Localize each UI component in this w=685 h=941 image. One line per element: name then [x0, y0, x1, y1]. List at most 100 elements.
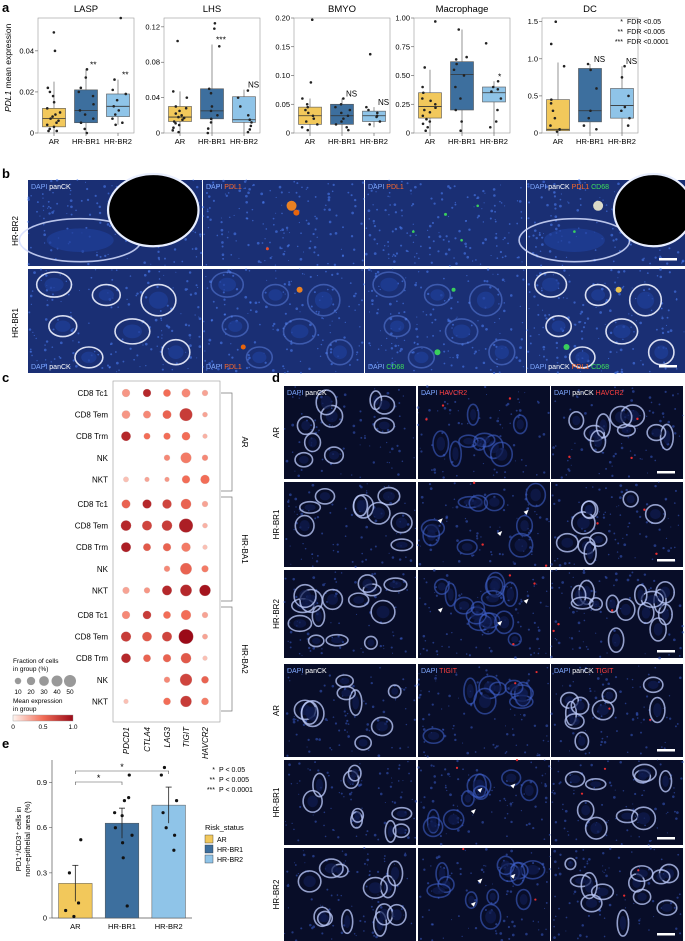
- nucleus: [438, 235, 442, 238]
- gland-structure: [628, 283, 663, 317]
- nucleus: [639, 686, 641, 688]
- nucleus: [430, 261, 433, 264]
- nucleus: [45, 270, 47, 272]
- panel-d-row-label: AR: [272, 427, 281, 438]
- nucleus: [323, 684, 326, 687]
- dot: [178, 629, 194, 645]
- nucleus: [409, 234, 412, 237]
- nucleus: [545, 358, 548, 361]
- nucleus: [606, 735, 609, 738]
- dot: [180, 695, 192, 708]
- nucleus: [84, 181, 87, 183]
- nucleus: [516, 274, 519, 277]
- nucleus: [492, 743, 495, 746]
- nucleus: [598, 580, 601, 583]
- nucleus: [577, 715, 579, 718]
- nucleus: [368, 749, 370, 751]
- gland-lumen: [148, 291, 169, 309]
- nucleus: [297, 872, 300, 875]
- data-point: [423, 66, 426, 69]
- dot: [199, 584, 211, 597]
- gland-lumen: [387, 825, 394, 838]
- nucleus: [446, 789, 448, 792]
- nucleus: [496, 419, 500, 423]
- nucleus: [521, 536, 523, 538]
- nucleus: [379, 644, 382, 648]
- gland-structure: [483, 492, 505, 512]
- nucleus: [320, 343, 323, 346]
- nucleus: [172, 287, 174, 289]
- nucleus: [579, 934, 582, 937]
- nucleus: [463, 712, 466, 715]
- channel-label-segment: DAPI: [287, 668, 303, 675]
- nucleus: [403, 914, 405, 916]
- nucleus: [437, 410, 439, 412]
- gland-lumen: [638, 768, 651, 778]
- data-point: [111, 88, 115, 92]
- nucleus: [204, 350, 206, 352]
- nucleus: [493, 343, 496, 347]
- nucleus: [557, 867, 560, 870]
- gland-lumen: [575, 877, 587, 884]
- nucleus: [504, 817, 507, 819]
- marker-spot: [444, 212, 447, 216]
- nucleus: [559, 739, 563, 743]
- nucleus: [203, 320, 205, 323]
- nucleus: [300, 512, 304, 516]
- nucleus: [466, 196, 469, 199]
- gene-label: LAG3: [163, 726, 172, 747]
- data-point: [92, 102, 95, 106]
- nucleus: [196, 286, 199, 289]
- nucleus: [605, 467, 607, 470]
- nucleus: [646, 272, 649, 274]
- nucleus: [224, 328, 227, 331]
- nucleus: [410, 780, 412, 782]
- nucleus: [413, 342, 415, 344]
- nucleus: [299, 311, 301, 313]
- nucleus: [247, 313, 249, 315]
- nucleus: [650, 455, 653, 458]
- nucleus: [227, 367, 230, 371]
- nucleus: [351, 560, 354, 563]
- gland-lumen: [352, 695, 360, 710]
- gland-lumen: [308, 437, 317, 448]
- nucleus: [313, 251, 316, 254]
- y-tick-label: 0: [156, 129, 160, 138]
- nucleus: [550, 586, 554, 589]
- nucleus: [495, 674, 498, 677]
- nucleus: [422, 858, 425, 861]
- gland-structure: [580, 500, 597, 519]
- row-label: CD8 Tc1: [77, 611, 108, 620]
- nucleus: [252, 183, 255, 187]
- gene-label: TIGIT: [182, 726, 191, 748]
- nucleus: [551, 582, 554, 585]
- marker-spot: [533, 582, 536, 585]
- nucleus: [506, 402, 510, 406]
- color-legend-title: in group: [13, 706, 37, 713]
- nucleus: [621, 286, 624, 289]
- nucleus: [96, 202, 99, 205]
- nucleus: [552, 446, 555, 449]
- nucleus: [505, 733, 509, 736]
- nucleus: [301, 273, 304, 275]
- nucleus: [298, 195, 301, 198]
- nucleus: [632, 778, 635, 781]
- nucleus: [191, 248, 194, 250]
- data-point: [54, 113, 57, 116]
- nucleus: [580, 330, 584, 333]
- nucleus: [442, 728, 445, 731]
- micrograph-tile: DAPI PDL1: [364, 179, 526, 267]
- nucleus: [388, 302, 392, 306]
- nucleus: [568, 274, 570, 276]
- nucleus: [549, 223, 553, 227]
- nucleus: [550, 563, 554, 566]
- nucleus: [376, 270, 380, 274]
- nucleus: [435, 594, 438, 597]
- nucleus: [419, 597, 421, 599]
- nucleus: [538, 333, 540, 336]
- nucleus: [600, 370, 603, 372]
- nucleus: [435, 674, 437, 677]
- nucleus: [674, 489, 677, 492]
- nucleus: [407, 836, 410, 839]
- nucleus: [391, 467, 393, 469]
